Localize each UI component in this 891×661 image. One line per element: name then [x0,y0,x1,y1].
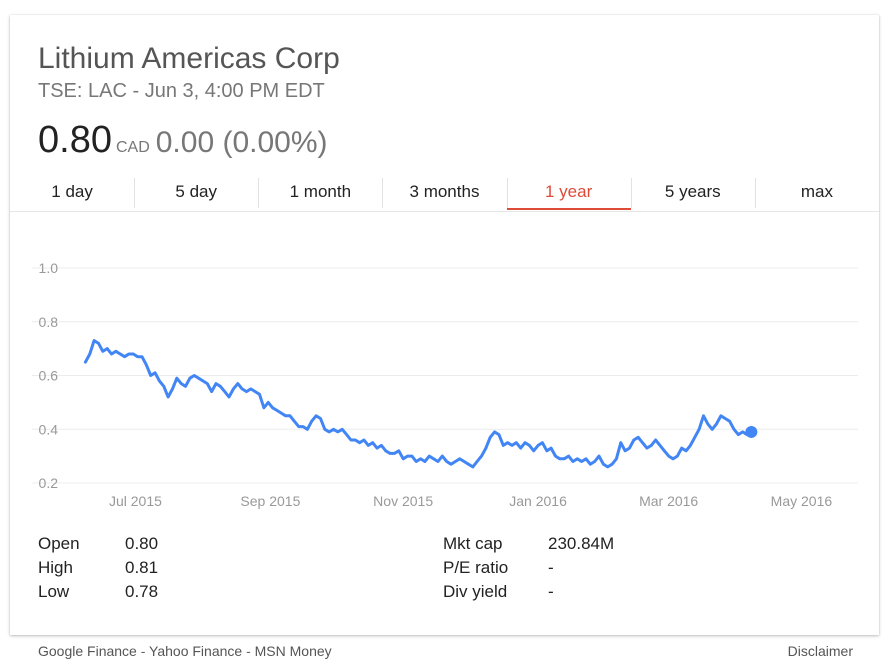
stat-value: - [548,582,554,601]
x-tick-label: Mar 2016 [639,493,698,509]
stat-open: Open 0.80 [38,532,158,556]
price-line: 0.80 CAD 0.00 (0.00%) [38,118,328,170]
stat-value: - [548,558,554,577]
stat-value: 0.78 [125,582,159,601]
company-name: Lithium Americas Corp [38,42,340,75]
y-tick-label: 0.6 [39,368,59,384]
price-change: 0.00 (0.00%) [155,126,328,159]
source-msn-money[interactable]: MSN Money [254,643,332,659]
tab-1-year[interactable]: 1 year [506,175,631,211]
y-tick-label: 1.0 [39,260,59,276]
stat-label: P/E ratio [443,558,509,577]
price-chart[interactable]: 1.0 0.8 0.6 0.4 0.2 Jul 2015 Sep 2015 Nov 2015 J… [10,212,879,522]
stat-value: 0.80 [125,534,159,553]
stat-value: 230.84M [548,534,615,553]
stat-label: Div yield [443,582,508,601]
tab-3-months[interactable]: 3 months [382,175,506,211]
range-tabs: 1 day 5 day 1 month 3 months 1 year 5 ye… [10,175,879,212]
stat-high: High 0.81 [38,556,158,580]
x-tick-label: Jul 2015 [109,493,162,509]
y-tick-label: 0.2 [39,475,59,491]
disclaimer-link[interactable]: Disclaimer [787,643,853,659]
tab-1-day[interactable]: 1 day [51,182,93,201]
tab-5-years[interactable]: 5 years [630,175,755,211]
y-tick-label: 0.8 [39,314,59,330]
x-tick-label: Nov 2015 [373,493,433,509]
stat-low: Low 0.78 [38,580,158,604]
source-google-finance[interactable]: Google Finance [38,643,137,659]
stat-label: Open [38,534,80,553]
source-links: Google Finance - Yahoo Finance - MSN Mon… [38,643,332,659]
stat-mkt-cap: Mkt cap 230.84M [443,532,614,556]
stat-value: 0.81 [125,558,159,577]
price-series-line [83,339,753,469]
finance-card: Lithium Americas Corp TSE: LAC - Jun 3, … [10,15,879,635]
tab-1-month[interactable]: 1 month [258,175,382,211]
source-yahoo-finance[interactable]: Yahoo Finance [149,643,243,659]
y-tick-label: 0.4 [39,421,59,437]
currency-code: CAD [115,139,150,156]
x-tick-label: May 2016 [771,493,833,509]
stat-label: Mkt cap [443,534,503,553]
stat-pe-ratio: P/E ratio - [443,556,554,580]
tab-max[interactable]: max [754,175,879,211]
stat-label: High [38,558,73,577]
last-point-marker [745,425,758,438]
x-tick-label: Sep 2015 [240,493,300,509]
tab-5-day[interactable]: 5 day [134,175,258,211]
current-price: 0.80 [38,119,112,161]
separator: - [136,643,150,659]
stat-label: Low [38,582,70,601]
stat-div-yield: Div yield - [443,580,554,604]
ticker-timestamp: TSE: LAC - Jun 3, 4:00 PM EDT [38,80,325,102]
x-tick-label: Jan 2016 [509,493,567,509]
separator: - [242,643,255,659]
stats-panel: Open 0.80 High 0.81 Low 0.78 Mkt cap 230… [10,532,879,612]
